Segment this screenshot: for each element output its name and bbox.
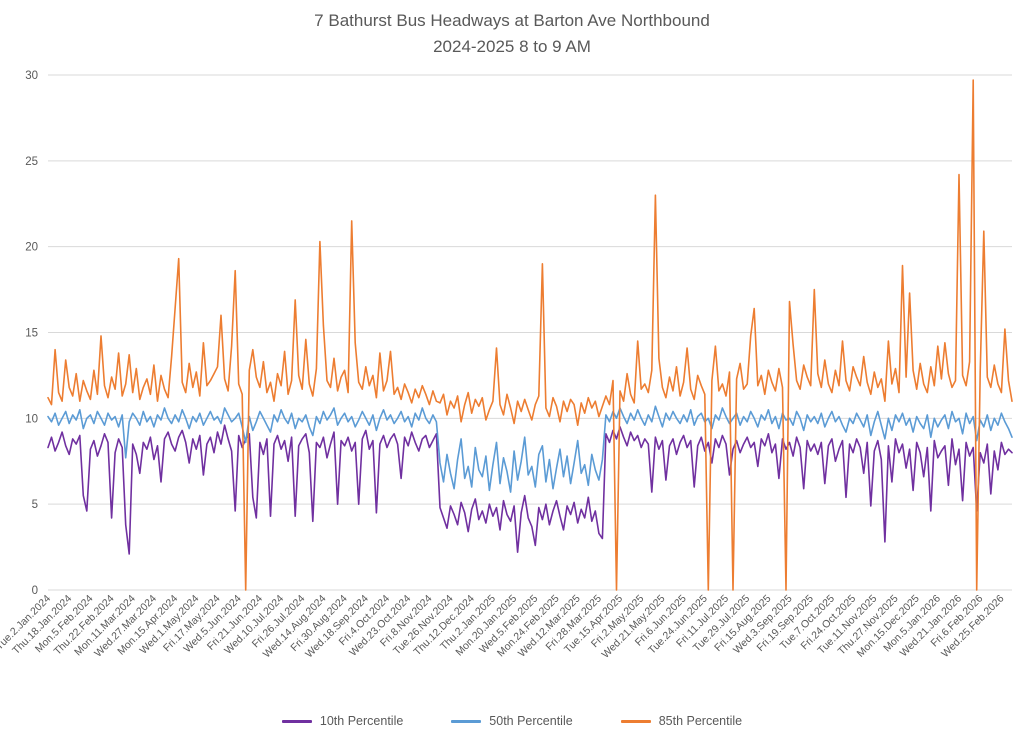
y-axis-tick-label: 20 — [25, 242, 38, 254]
chart-title: 7 Bathurst Bus Headways at Barton Ave No… — [0, 8, 1024, 60]
y-axis-tick-label: 0 — [32, 585, 38, 597]
legend-label: 85th Percentile — [658, 714, 743, 728]
y-axis-tick-label: 15 — [25, 328, 38, 340]
y-axis-tick-label: 5 — [32, 499, 38, 511]
legend-item-50th-percentile: 50th Percentile — [451, 714, 573, 728]
legend-label: 50th Percentile — [489, 714, 573, 728]
y-axis-tick-label: 30 — [25, 70, 38, 82]
legend-label: 10th Percentile — [319, 714, 404, 728]
series-line-50th-percentile — [47, 405, 1013, 493]
legend-item-10th-percentile: 10th Percentile — [281, 714, 404, 728]
chart-title-line1: 7 Bathurst Bus Headways at Barton Ave No… — [314, 11, 710, 30]
y-axis-tick-label: 25 — [25, 156, 38, 168]
legend: 10th Percentile 50th Percentile 85th Per… — [0, 714, 1024, 728]
legend-line-swatch-orange — [620, 719, 651, 723]
y-axis-tick-label: 10 — [25, 413, 38, 425]
legend-item-85th-percentile: 85th Percentile — [620, 714, 743, 728]
series-line-10th-percentile — [47, 424, 1013, 555]
series-line-85th-percentile — [47, 79, 1013, 591]
chart-title-line2: 2024-2025 8 to 9 AM — [433, 37, 591, 56]
legend-line-swatch-blue — [451, 719, 482, 723]
legend-line-swatch-purple — [281, 719, 312, 723]
